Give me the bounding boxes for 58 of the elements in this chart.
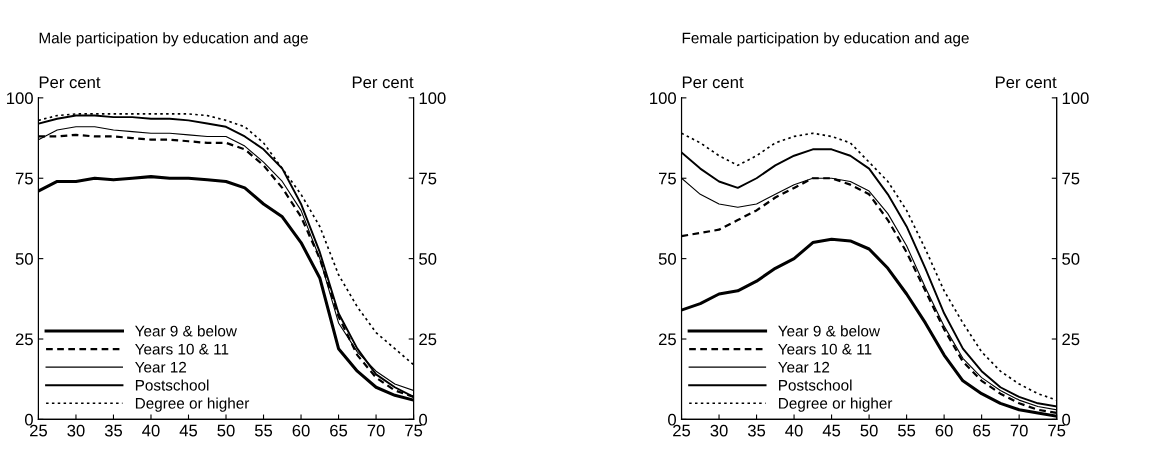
- y2-tick-label: 0: [1062, 413, 1071, 426]
- y-axis-title: Per cent: [682, 76, 744, 89]
- x-tick-label: 40: [785, 424, 803, 437]
- x-tick-label: 35: [104, 424, 123, 437]
- y2-tick-label: 0: [419, 413, 428, 426]
- y-tick-label: 25: [15, 333, 33, 346]
- y-tick-label: 25: [658, 333, 676, 346]
- y2-axis-title: Per cent: [995, 76, 1057, 89]
- chart-title: Male participation by education and age: [39, 32, 308, 47]
- x-tick-label: 65: [330, 424, 348, 437]
- legend-label: Year 12: [778, 361, 830, 373]
- y2-tick-label: 25: [1062, 333, 1080, 346]
- x-tick-label: 45: [179, 424, 198, 437]
- y2-axis-title: Per cent: [352, 76, 414, 89]
- legend-label: Years 10 & 11: [135, 343, 229, 355]
- legend-label: Year 9 & below: [778, 325, 881, 337]
- x-tick-label: 35: [747, 424, 766, 437]
- x-tick-label: 25: [30, 424, 48, 437]
- x-tick-label: 65: [973, 424, 991, 437]
- y-tick-label: 0: [668, 413, 677, 426]
- y2-tick-label: 50: [419, 253, 437, 265]
- x-tick-label: 30: [67, 424, 85, 437]
- y-tick-label: 100: [650, 92, 677, 105]
- x-tick-label: 50: [217, 424, 235, 437]
- x-tick-label: 70: [1010, 424, 1028, 437]
- x-tick-label: 50: [860, 424, 878, 437]
- x-tick-label: 40: [142, 424, 160, 437]
- y2-tick-label: 100: [1062, 92, 1089, 105]
- x-tick-label: 55: [254, 424, 273, 437]
- legend-label: Degree or higher: [135, 397, 250, 412]
- x-tick-label: 55: [898, 424, 916, 437]
- y2-tick-label: 50: [1062, 253, 1080, 265]
- y-tick-label: 100: [7, 92, 33, 105]
- y2-tick-label: 75: [1062, 172, 1080, 185]
- y-tick-label: 75: [15, 172, 33, 185]
- x-tick-label: 60: [935, 424, 953, 437]
- y-tick-label: 50: [658, 253, 677, 265]
- x-tick-label: 70: [367, 424, 385, 437]
- y2-tick-label: 75: [419, 172, 437, 185]
- legend-label: Year 12: [135, 361, 187, 373]
- x-tick-label: 60: [292, 424, 310, 437]
- x-tick-label: 75: [405, 424, 423, 437]
- x-tick-label: 25: [673, 424, 691, 437]
- x-tick-label: 45: [822, 424, 841, 437]
- y2-tick-label: 25: [419, 333, 437, 346]
- legend-label: Years 10 & 11: [778, 343, 872, 355]
- y2-tick-label: 100: [419, 92, 446, 105]
- y-axis-title: Per cent: [39, 76, 101, 89]
- y-tick-label: 50: [15, 253, 33, 265]
- chart-title: Female participation by education and age: [682, 32, 969, 47]
- y-tick-label: 75: [658, 172, 676, 185]
- y-tick-label: 0: [24, 413, 33, 426]
- legend-label: Postschool: [779, 379, 852, 391]
- x-tick-label: 30: [710, 424, 728, 437]
- legend-label: Year 9 & below: [135, 325, 237, 337]
- legend-label: Degree or higher: [779, 397, 893, 412]
- x-tick-label: 75: [1048, 424, 1066, 437]
- legend-label: Postschool: [135, 379, 209, 391]
